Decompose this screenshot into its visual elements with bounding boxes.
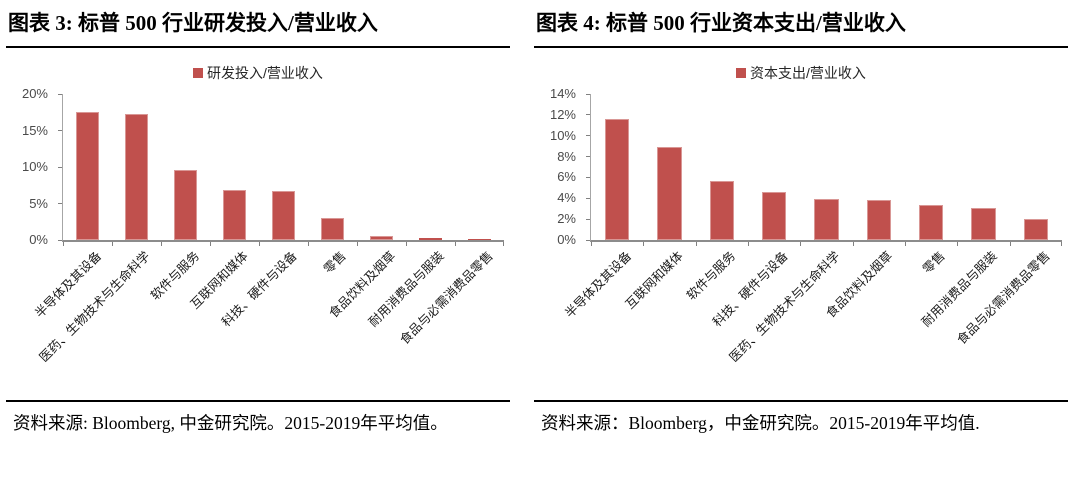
bar-8 [419,237,442,240]
figure-3-title: 图表 3: 标普 500 行业研发投入/营业收入 [6,2,510,48]
source-note: 资料来源：Bloomberg，中金研究院。2015-2019年平均值. [534,400,1068,437]
y-axis-tick-label: 8% [557,148,576,164]
plot-area [586,93,1062,246]
y-axis-labels: 0% 2% 4% 6% 8% 10% 12% 14% [534,86,584,247]
y-axis-tick-label: 0% [29,232,48,247]
x-axis-tick [455,242,456,246]
x-axis-tick [112,242,113,246]
bar-3 [709,180,734,240]
bar-4 [223,190,246,240]
y-axis-tick [586,135,590,137]
bar-1 [605,119,630,240]
bar-6 [321,218,344,240]
x-axis-category-label: 食品与必需消费品零售 [397,248,497,348]
x-axis-tick [63,242,64,246]
x-axis-category-label: 半导体及其设备 [562,248,634,321]
x-axis-labels: 半导体及其设备 医药、生物技术与生命科学 软件与服务 互联网和媒体 科技、硬件与设备 零售… [32,244,504,400]
chart-legend: 研发投入/营业收入 [6,63,510,83]
y-axis-tick-label: 15% [21,122,48,138]
y-axis-tick [586,197,590,199]
bar-2 [125,113,148,240]
y-axis-tick [58,130,62,131]
y-axis-labels: 0% 5% 10% 15% 20% [6,86,56,247]
bar-1 [76,111,99,240]
x-axis-tick [406,242,407,246]
bar-4 [762,192,787,240]
x-axis-tick [643,242,645,246]
y-axis-tick-label: 4% [557,190,576,206]
y-axis-tick-label: 5% [29,195,48,211]
chart-legend: 资本支出/营业收入 [534,63,1068,83]
x-axis-tick [161,242,162,246]
x-axis-category-label: 零售 [321,248,350,277]
figure-3-chart: 研发投入/营业收入 0% 5% 10% 15% 20% 半导体及其设备 医药、生物技术与生… [6,48,510,400]
x-axis-tick [695,242,697,246]
bar-7 [370,235,393,240]
y-axis-tick [586,176,590,178]
x-axis-labels: 半导体及其设备 互联网和媒体 软件与服务 科技、硬件与设备 医药、生物技术与生命科学 食品… [562,244,1062,400]
figure-3-panel: 图表 3: 标普 500 行业研发投入/营业收入 研发投入/营业收入 0% 5% 1… [6,2,510,437]
y-axis-tick [586,93,590,95]
figure-4-chart: 资本支出/营业收入 0% 2% 4% 6% 8% 10% 12% 14% 半导体及其设备 互联网… [534,48,1068,400]
x-axis-tick [1061,242,1062,246]
y-axis-tick-label: 2% [557,211,576,227]
x-axis-tick [591,242,592,246]
x-axis-tick [308,242,309,246]
bar-9 [468,239,491,240]
bar-6 [866,200,891,240]
y-axis-tick [586,114,590,116]
x-axis-category-label: 零售 [920,248,948,277]
y-axis-tick [586,156,590,158]
plot-area [58,93,504,246]
y-axis-tick [58,203,62,204]
figure-4-panel: 图表 4: 标普 500 行业资本支出/营业收入 资本支出/营业收入 0% 2% 4… [534,2,1068,437]
y-axis-tick [58,93,62,95]
legend-label: 研发投入/营业收入 [207,65,323,81]
bar-5 [814,199,839,240]
x-axis-tick [800,242,802,246]
y-axis-tick [586,239,590,241]
y-axis-tick-label: 20% [21,86,48,101]
y-axis-tick-label: 0% [557,232,576,247]
bar-9 [1023,219,1048,240]
x-axis-tick [957,242,959,246]
legend-swatch-icon [736,68,747,78]
y-axis-tick-label: 6% [557,169,576,185]
bar-5 [272,191,295,240]
y-axis-tick-label: 14% [549,86,576,101]
legend-swatch-icon [193,68,204,78]
y-axis-tick-label: 10% [21,159,48,174]
x-axis-tick [905,242,906,246]
bar-7 [919,204,944,240]
y-axis-tick [58,239,62,241]
bar-2 [657,147,682,240]
y-axis-tick-label: 12% [549,106,576,122]
x-axis-tick [852,242,854,246]
x-axis-tick [748,242,749,246]
x-axis-tick [210,242,211,246]
bar-3 [174,169,197,240]
x-axis-tick [503,242,504,246]
figure-4-title: 图表 4: 标普 500 行业资本支出/营业收入 [534,2,1068,48]
y-axis-tick [58,166,62,168]
x-axis-category-label: 食品与必需消费品零售 [954,248,1053,348]
source-note: 资料来源: Bloomberg, 中金研究院。2015-2019年平均值。 [6,400,510,437]
legend-label: 资本支出/营业收入 [750,65,866,81]
report-figures-row: 图表 3: 标普 500 行业研发投入/营业收入 研发投入/营业收入 0% 5% 1… [6,2,1068,437]
x-axis-tick [259,242,260,246]
bar-8 [971,207,996,240]
x-axis-tick [1009,242,1011,246]
y-axis-tick [586,218,590,220]
y-axis-tick-label: 10% [549,127,576,143]
x-axis-tick [357,242,358,246]
